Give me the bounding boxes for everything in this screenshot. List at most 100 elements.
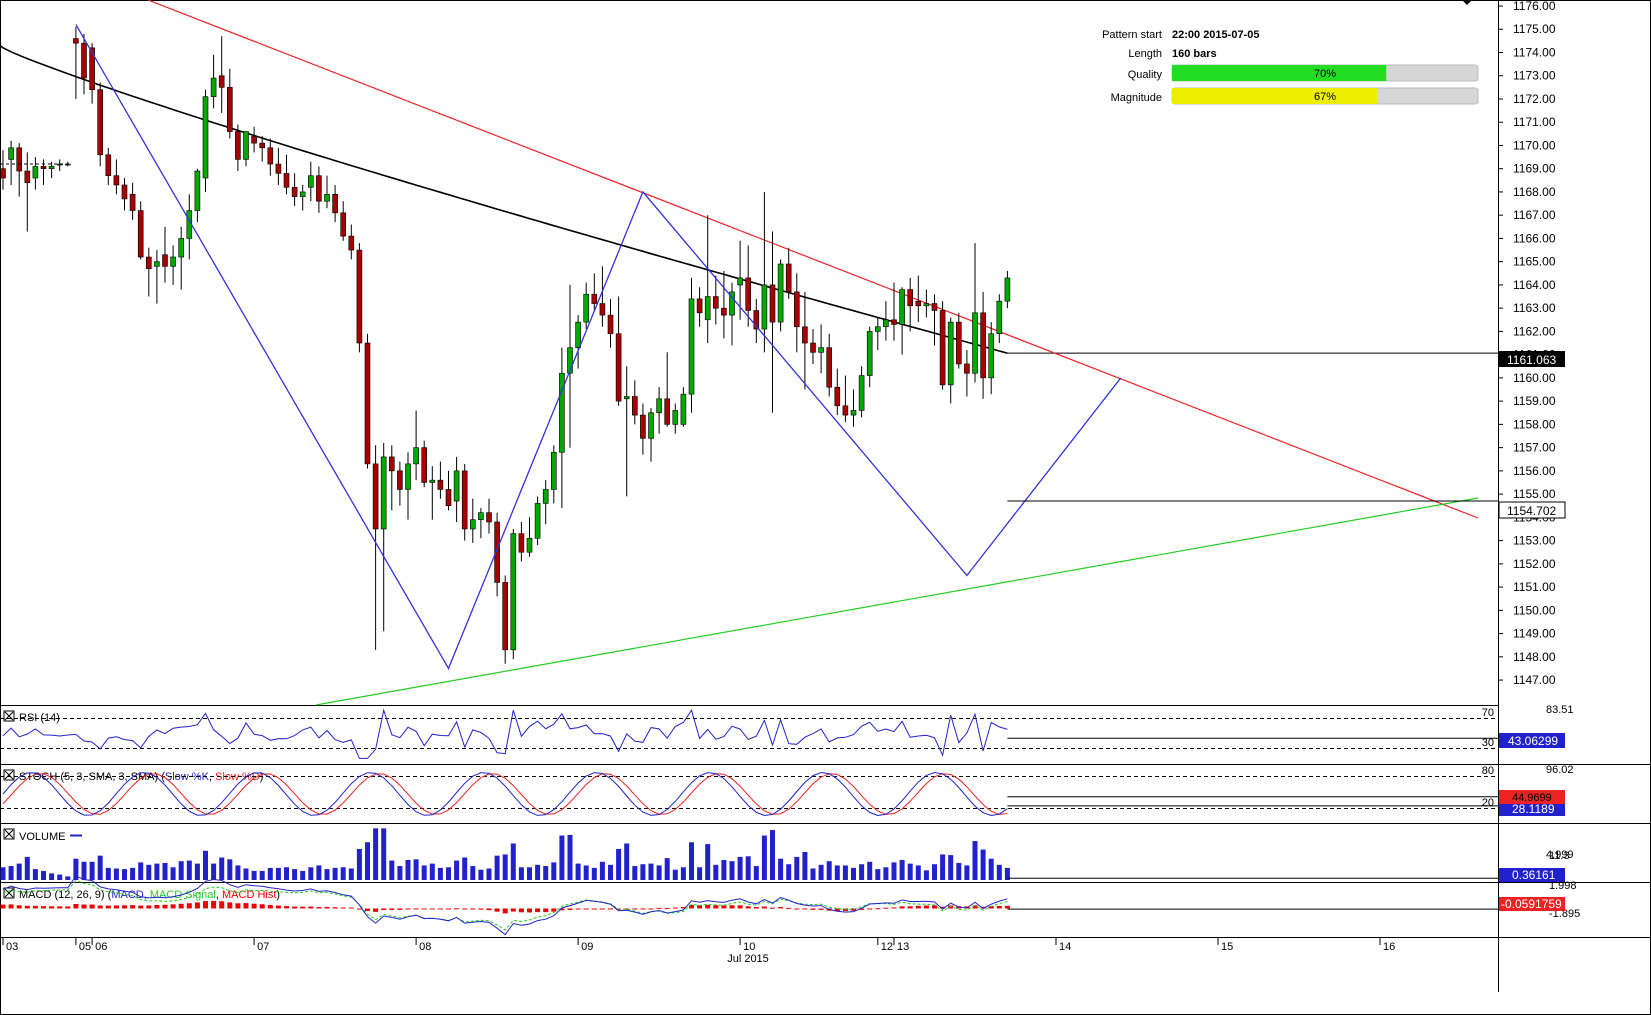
candle-bull: [178, 238, 184, 258]
macd-hist-bar: [113, 905, 119, 909]
volume-tick-top: 11.3: [1549, 850, 1570, 862]
stoch-d-last-box: [1499, 804, 1565, 816]
volume-bar: [948, 855, 954, 880]
volume-bar: [16, 863, 22, 880]
macd-hist-bar: [138, 905, 144, 909]
macd-hist-bar: [518, 908, 524, 913]
price-tick-label: 1170.00: [1513, 138, 1556, 152]
candle-bear: [356, 249, 363, 344]
candle-bear: [16, 147, 23, 172]
macd-last-box: [1499, 897, 1565, 911]
candle-bear: [939, 310, 946, 386]
volume-bar: [389, 860, 395, 880]
candle-bear: [227, 87, 233, 132]
volume-bar: [656, 865, 662, 880]
candles-layer: [0, 26, 1011, 664]
candle-bull: [453, 470, 460, 502]
volume-bar: [65, 876, 71, 880]
candle-bull: [866, 331, 873, 376]
time-axis-month-label: Jul 2015: [727, 953, 769, 965]
macd-hist-bar: [324, 906, 330, 909]
macd-hist-bar: [316, 907, 322, 909]
candle-bear: [316, 175, 322, 202]
volume-last-box: [1499, 868, 1565, 882]
candle-bull: [575, 321, 581, 348]
candle-bull: [648, 412, 654, 439]
macd-hist-bar: [510, 908, 516, 912]
candle-bear: [332, 193, 338, 214]
candle-bull: [526, 537, 533, 553]
macd-hist-bar: [154, 904, 160, 909]
candle-bull: [210, 77, 217, 97]
macd-hist-bar: [907, 906, 913, 909]
macd-hist-bar: [689, 904, 694, 909]
scroll-arrow-icon[interactable]: [1462, 0, 1472, 5]
macd-legend-hist: MACD Hist: [222, 889, 276, 901]
macd-hist-bar: [608, 908, 613, 910]
volume-bar: [300, 870, 306, 880]
macd-hist-bar: [429, 908, 435, 910]
candle-bull: [32, 166, 39, 179]
price-axis-ticks: 1176.00 1175.00 1174.00 1173.00 1172.00 1171.…: [1498, 0, 1556, 687]
macd-hist-bar: [162, 904, 168, 909]
candle-bull: [883, 319, 889, 328]
rsi-close-cross: [4, 711, 14, 721]
macd-hist-bar: [373, 908, 379, 912]
candle-bear: [397, 470, 403, 490]
macd-hist-bar: [203, 901, 208, 909]
macd-hist-bar: [818, 908, 824, 910]
macd-hist-bar: [948, 905, 954, 909]
volume-bar: [284, 867, 289, 880]
volume-bar: [551, 862, 557, 880]
candle-bull: [510, 533, 517, 651]
macd-hist-bar: [543, 908, 549, 913]
volume-pane: VOLUME 11.3 4.999 0.36161: [0, 828, 1574, 882]
volume-bar: [883, 867, 889, 880]
last-price-value: 1154.702: [1507, 504, 1556, 518]
candle-bear: [834, 386, 841, 407]
volume-bars-layer: [0, 828, 1498, 880]
pattern-info-box: Pattern start 22:00 2015-07-05 Length 16…: [1102, 29, 1479, 105]
macd-header: MACD (12, 26, 9) (MACD, MACD Signal, MAC…: [19, 889, 280, 901]
macd-hist-bar: [130, 905, 136, 909]
volume-bar: [996, 864, 1002, 880]
quality-bar-fill: [1172, 65, 1387, 81]
macd-hist-bar: [527, 908, 532, 913]
macd-hist-bar: [300, 906, 306, 909]
upper-trendline: [147, 0, 1479, 519]
candle-bear: [81, 42, 87, 79]
price-tick-label: 1171.00: [1513, 115, 1556, 129]
price-tick-label: 1150.00: [1513, 603, 1556, 617]
volume-bar: [745, 856, 751, 880]
quality-label: Quality: [1128, 69, 1163, 81]
macd-hist-bar: [251, 903, 257, 909]
candle-bear: [121, 184, 128, 200]
macd-hist-bar: [778, 906, 784, 909]
macd-layer: [0, 875, 1498, 936]
candle-bull: [656, 398, 662, 414]
volume-bar: [203, 850, 208, 880]
volume-bar: [778, 858, 784, 880]
macd-hist-bar: [284, 906, 289, 909]
rsi-max-label: 83.51: [1546, 704, 1574, 716]
price-tick-label: 1149.00: [1513, 627, 1556, 641]
macd-hist-bar: [972, 905, 978, 909]
volume-tick-mid: 4.999: [1546, 849, 1574, 861]
last-price-box: [1498, 501, 1566, 519]
candle-bear: [615, 333, 622, 402]
macd-close-cross: [4, 888, 14, 898]
volume-bar: [802, 852, 808, 880]
volume-bar: [697, 867, 703, 880]
macd-hist-bar: [705, 904, 711, 909]
macd-hist-bar: [81, 904, 87, 909]
macd-hist-bar: [243, 903, 249, 909]
quality-value: 70%: [1314, 68, 1336, 80]
macd-hist-bar: [737, 905, 743, 909]
rsi-level-70-label: 70: [1482, 707, 1494, 719]
macd-hist-bar: [365, 908, 370, 911]
macd-hist-bar: [89, 904, 95, 909]
candle-bull: [413, 447, 419, 465]
stoch-max-label: 96.02: [1546, 764, 1574, 776]
candle-bear: [785, 263, 792, 293]
volume-bar: [705, 844, 711, 880]
